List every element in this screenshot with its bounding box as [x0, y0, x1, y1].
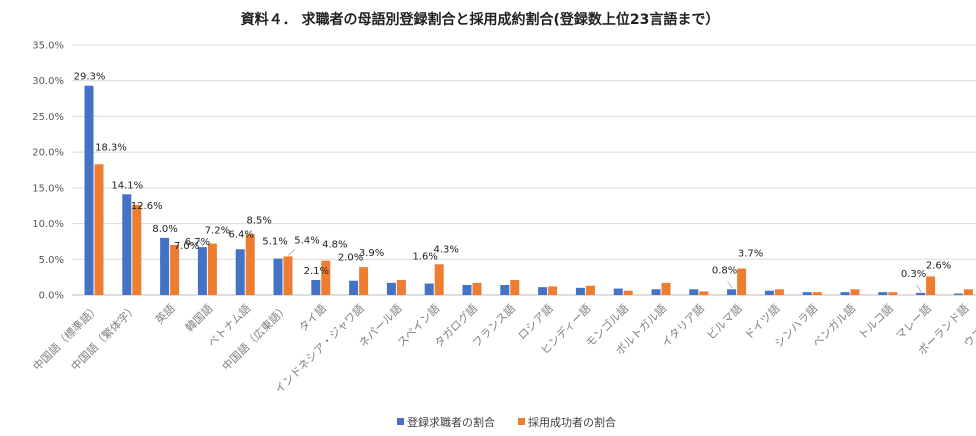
- bar-hired: [926, 276, 936, 295]
- data-label-hired: 4.3%: [433, 244, 458, 255]
- y-tick-label: 10.0%: [32, 219, 64, 230]
- y-tick-label: 25.0%: [32, 112, 64, 123]
- bar-hired: [812, 292, 822, 295]
- data-label-registered: 1.6%: [412, 252, 437, 263]
- bar-registered: [575, 287, 585, 295]
- category-label: 中国語（広東語）: [219, 301, 291, 373]
- data-label-hired: 7.0%: [174, 241, 199, 252]
- bar-registered: [764, 290, 774, 295]
- bar-registered: [197, 247, 207, 295]
- bar-hired: [472, 282, 482, 295]
- data-label-registered: 14.1%: [111, 180, 143, 191]
- data-label-registered: 29.3%: [74, 72, 106, 83]
- leader-line: [198, 238, 204, 247]
- data-label-registered: 2.1%: [304, 266, 329, 277]
- bar-hired: [963, 289, 973, 295]
- bar-hired: [207, 243, 217, 295]
- data-label-registered: 0.3%: [901, 269, 926, 280]
- category-label: 中国語（繁体字）: [68, 301, 140, 373]
- y-tick-label: 15.0%: [32, 183, 64, 194]
- bar-registered: [349, 280, 359, 295]
- bar-hired: [585, 285, 595, 295]
- leader-line: [916, 284, 922, 293]
- y-tick-label: 35.0%: [32, 41, 64, 52]
- data-label-hired: 4.8%: [322, 240, 347, 251]
- category-label: 韓国語: [182, 301, 215, 334]
- bar-hired: [283, 256, 293, 295]
- data-label-registered: 2.0%: [338, 253, 363, 264]
- data-label-registered: 6.4%: [228, 229, 253, 240]
- bar-registered: [916, 292, 926, 295]
- bar-registered: [500, 285, 510, 295]
- bar-hired: [359, 267, 369, 295]
- data-label-registered: 6.7%: [185, 237, 210, 248]
- category-label: 中国語（標準語）: [30, 301, 102, 373]
- y-tick-label: 5.0%: [39, 255, 64, 266]
- bar-hired: [661, 282, 671, 295]
- data-label-hired: 18.3%: [95, 142, 127, 153]
- bar-registered: [953, 293, 963, 295]
- data-label-hired: 12.6%: [131, 201, 163, 212]
- bar-registered: [802, 292, 812, 295]
- bar-registered: [273, 258, 283, 295]
- bar-hired: [888, 292, 898, 295]
- bar-hired: [774, 289, 784, 295]
- leader-line: [727, 281, 733, 289]
- bar-registered: [727, 289, 737, 295]
- bar-hired: [510, 280, 520, 295]
- category-label: ビルマ語: [704, 301, 745, 342]
- bar-registered: [235, 249, 245, 295]
- y-tick-label: 20.0%: [32, 148, 64, 159]
- category-label: トルコ語: [855, 301, 896, 342]
- bar-registered: [424, 283, 434, 295]
- bar-registered: [651, 289, 661, 295]
- category-label: 英語: [152, 301, 177, 326]
- bar-registered: [689, 289, 699, 295]
- data-label-registered: 5.1%: [262, 237, 287, 248]
- data-label-hired: 3.9%: [359, 248, 384, 259]
- bar-registered: [311, 280, 321, 295]
- data-label-hired: 5.4%: [294, 235, 319, 246]
- y-tick-label: 0.0%: [39, 291, 64, 302]
- bar-hired: [170, 245, 180, 295]
- bar-hired: [548, 286, 558, 295]
- bar-hired: [737, 268, 747, 295]
- data-label-registered: 8.0%: [152, 224, 177, 235]
- bar-hired: [699, 291, 709, 295]
- bar-registered: [160, 237, 170, 295]
- bar-registered: [386, 282, 396, 295]
- legend-swatch-hired: [518, 418, 525, 425]
- y-tick-label: 30.0%: [32, 76, 64, 87]
- data-label-hired: 2.6%: [926, 260, 951, 271]
- bar-registered: [122, 194, 132, 295]
- chart-title: 資料４． 求職者の母語別登録割合と採用成約割合(登録数上位23言語まで）: [241, 11, 720, 28]
- bar-hired: [396, 280, 406, 295]
- bar-registered: [84, 85, 94, 295]
- data-label-hired: 7.2%: [205, 226, 230, 237]
- bar-registered: [538, 287, 548, 295]
- data-label-hired: 8.5%: [246, 215, 271, 226]
- bar-registered: [878, 292, 888, 295]
- category-label: タイ語: [296, 301, 329, 334]
- bar-hired: [94, 164, 104, 295]
- leader-line: [287, 249, 296, 256]
- data-label-registered: 0.8%: [712, 265, 737, 276]
- data-label-hired: 3.7%: [738, 249, 763, 260]
- bar-hired: [623, 290, 633, 295]
- bar-registered: [840, 292, 850, 295]
- legend-swatch-registered: [397, 418, 404, 425]
- bar-registered: [613, 288, 623, 295]
- bar-hired: [132, 205, 142, 295]
- bar-registered: [462, 285, 472, 295]
- bar-hired: [434, 264, 444, 295]
- bar-hired: [245, 234, 255, 295]
- bar-hired: [321, 260, 331, 295]
- bar-hired: [850, 289, 860, 295]
- legend-label-hired: 採用成功者の割合: [528, 415, 616, 429]
- legend-label-registered: 登録求職者の割合: [407, 415, 495, 429]
